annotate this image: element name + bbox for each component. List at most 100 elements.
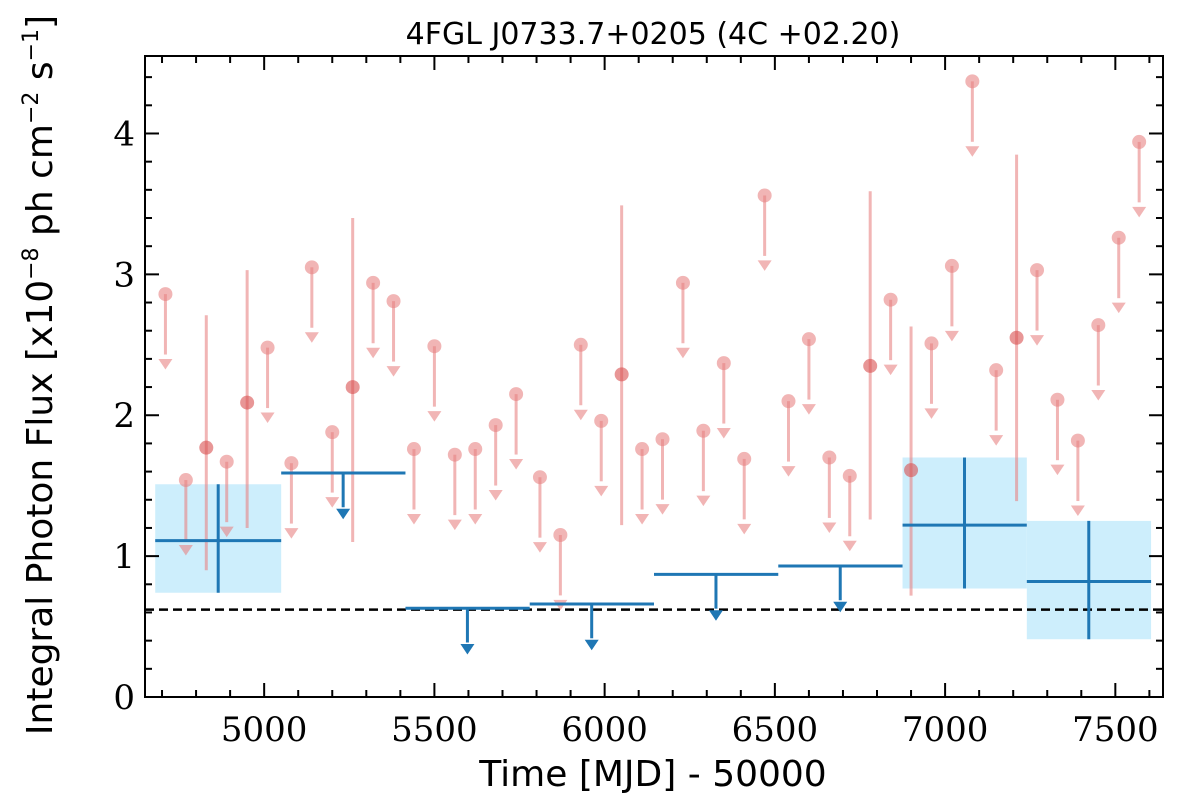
upper-limit-arrow [325, 497, 340, 508]
data-point [863, 358, 878, 373]
data-point [924, 336, 939, 351]
data-point [1009, 330, 1024, 345]
data-point [1111, 230, 1126, 245]
upper-limit-arrow [158, 359, 173, 370]
upper-limit-arrow [989, 435, 1004, 446]
data-point [1070, 433, 1085, 448]
data-point [325, 425, 340, 440]
upper-limit-arrow [468, 513, 483, 525]
upper-limit-arrow [757, 260, 772, 271]
data-point [904, 463, 919, 478]
upper-limit-arrow [801, 404, 816, 415]
upper-limit-arrow [635, 513, 650, 525]
upper-limit-arrow [1091, 390, 1106, 401]
upper-limit-arrow [447, 519, 462, 531]
data-point [488, 418, 503, 433]
data-point [240, 395, 255, 410]
data-point [304, 260, 319, 275]
x-tick-label: 6500 [732, 710, 819, 750]
data-point [447, 447, 462, 462]
upper-limit-arrow [1111, 302, 1126, 314]
y-tick-label: 1 [113, 537, 135, 577]
upper-limit-arrow [1070, 505, 1085, 517]
y-axis-label-exp3: −1 [19, 29, 44, 61]
upper-limit-arrow [260, 412, 275, 424]
long-bin-limit-arrow [708, 610, 723, 621]
data-point [965, 74, 980, 89]
data-point [781, 394, 796, 409]
data-point [883, 292, 898, 307]
chart-title: 4FGL J0733.7+0205 (4C +02.20) [406, 17, 901, 52]
upper-limit-arrow [532, 542, 547, 553]
upper-limit-arrow [573, 409, 588, 421]
plot-area: 5000 5500 6000 6500 7000 7500 0 1 2 3 4 [113, 55, 1164, 750]
data-point [696, 423, 711, 438]
upper-limit-arrow [842, 540, 857, 552]
data-point [468, 442, 483, 457]
data-point [655, 432, 670, 447]
upper-limit-arrow [304, 332, 319, 343]
x-axis-label: Time [MJD] - 50000 [478, 754, 826, 795]
y-tick-label: 0 [113, 678, 135, 718]
upper-limit-arrow [509, 459, 524, 470]
data-point [614, 367, 629, 382]
upper-limit-arrow [386, 366, 401, 377]
data-point [635, 442, 650, 457]
data-point [1050, 392, 1065, 407]
data-point [944, 258, 959, 273]
upper-limit-arrow [427, 411, 442, 422]
data-point [219, 454, 234, 469]
upper-limit-arrow [655, 504, 670, 515]
x-tick-label: 6000 [561, 710, 648, 750]
upper-limit-arrow [594, 485, 609, 497]
long-bin-limit-arrow [584, 639, 599, 651]
data-point [1030, 263, 1045, 278]
upper-limit-arrow [696, 495, 711, 507]
data-point [989, 363, 1004, 378]
data-point [757, 188, 772, 203]
data-point [822, 450, 837, 465]
data-point [675, 275, 690, 290]
data-point [406, 442, 421, 457]
data-point [178, 473, 193, 488]
upper-limit-arrow [965, 146, 980, 157]
data-point [842, 468, 857, 483]
y-axis-label-end: ] [20, 15, 61, 29]
data-point [158, 287, 173, 302]
y-tick-label: 4 [113, 114, 135, 154]
data-point [553, 527, 568, 542]
upper-limit-arrow [675, 347, 690, 359]
upper-limit-arrow [781, 466, 796, 477]
data-point [386, 294, 401, 309]
upper-limit-arrow [178, 544, 193, 556]
upper-limit-arrow [737, 523, 752, 535]
y-tick-label: 3 [113, 255, 135, 295]
upper-limit-arrow [1030, 335, 1045, 346]
long-bin-limit-arrow [336, 508, 351, 520]
upper-limit-arrow [284, 528, 299, 539]
upper-limit-arrow [1050, 464, 1065, 476]
data-point [716, 356, 731, 371]
y-axis-label-exp1: −8 [19, 247, 44, 279]
x-tick-label: 7500 [1072, 710, 1159, 750]
long-bin-limit-arrow [460, 644, 475, 655]
data-point [737, 451, 752, 466]
data-point [1091, 318, 1106, 333]
upper-limit-arrow [822, 522, 837, 533]
data-point [532, 470, 547, 485]
x-tick-label: 7000 [902, 710, 989, 750]
y-axis-label-mid: ph cm [20, 124, 61, 247]
y-axis-label-s: s [20, 61, 61, 91]
y-axis-label-exp2: −2 [19, 92, 44, 124]
data-point [801, 332, 816, 347]
upper-limit-arrow [406, 513, 421, 525]
data-point [284, 456, 299, 471]
data-point [573, 337, 588, 352]
data-point [1132, 134, 1147, 149]
data-point [345, 380, 360, 395]
upper-limit-arrow [883, 364, 898, 376]
upper-limit-arrow [219, 526, 234, 538]
upper-limit-arrow [924, 408, 939, 419]
upper-limit-arrow [488, 490, 503, 501]
